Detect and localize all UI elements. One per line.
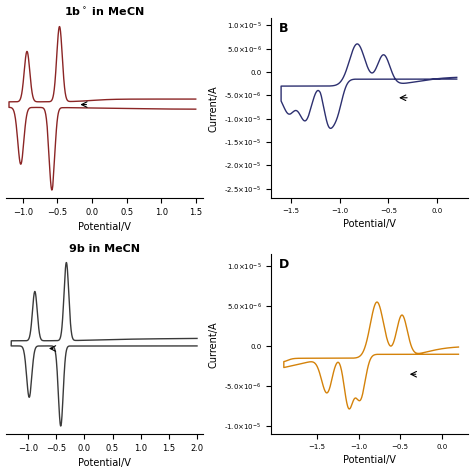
Y-axis label: Current/A: Current/A (209, 85, 219, 132)
X-axis label: Potential/V: Potential/V (78, 458, 130, 468)
X-axis label: Potential/V: Potential/V (344, 456, 396, 465)
Title: 9b in MeCN: 9b in MeCN (69, 244, 140, 254)
Title: 1b$^\circ$ in MeCN: 1b$^\circ$ in MeCN (64, 6, 145, 18)
X-axis label: Potential/V: Potential/V (344, 219, 396, 229)
Text: D: D (279, 258, 290, 271)
Y-axis label: Current/A: Current/A (209, 321, 219, 367)
X-axis label: Potential/V: Potential/V (78, 222, 130, 232)
Text: B: B (279, 22, 289, 35)
